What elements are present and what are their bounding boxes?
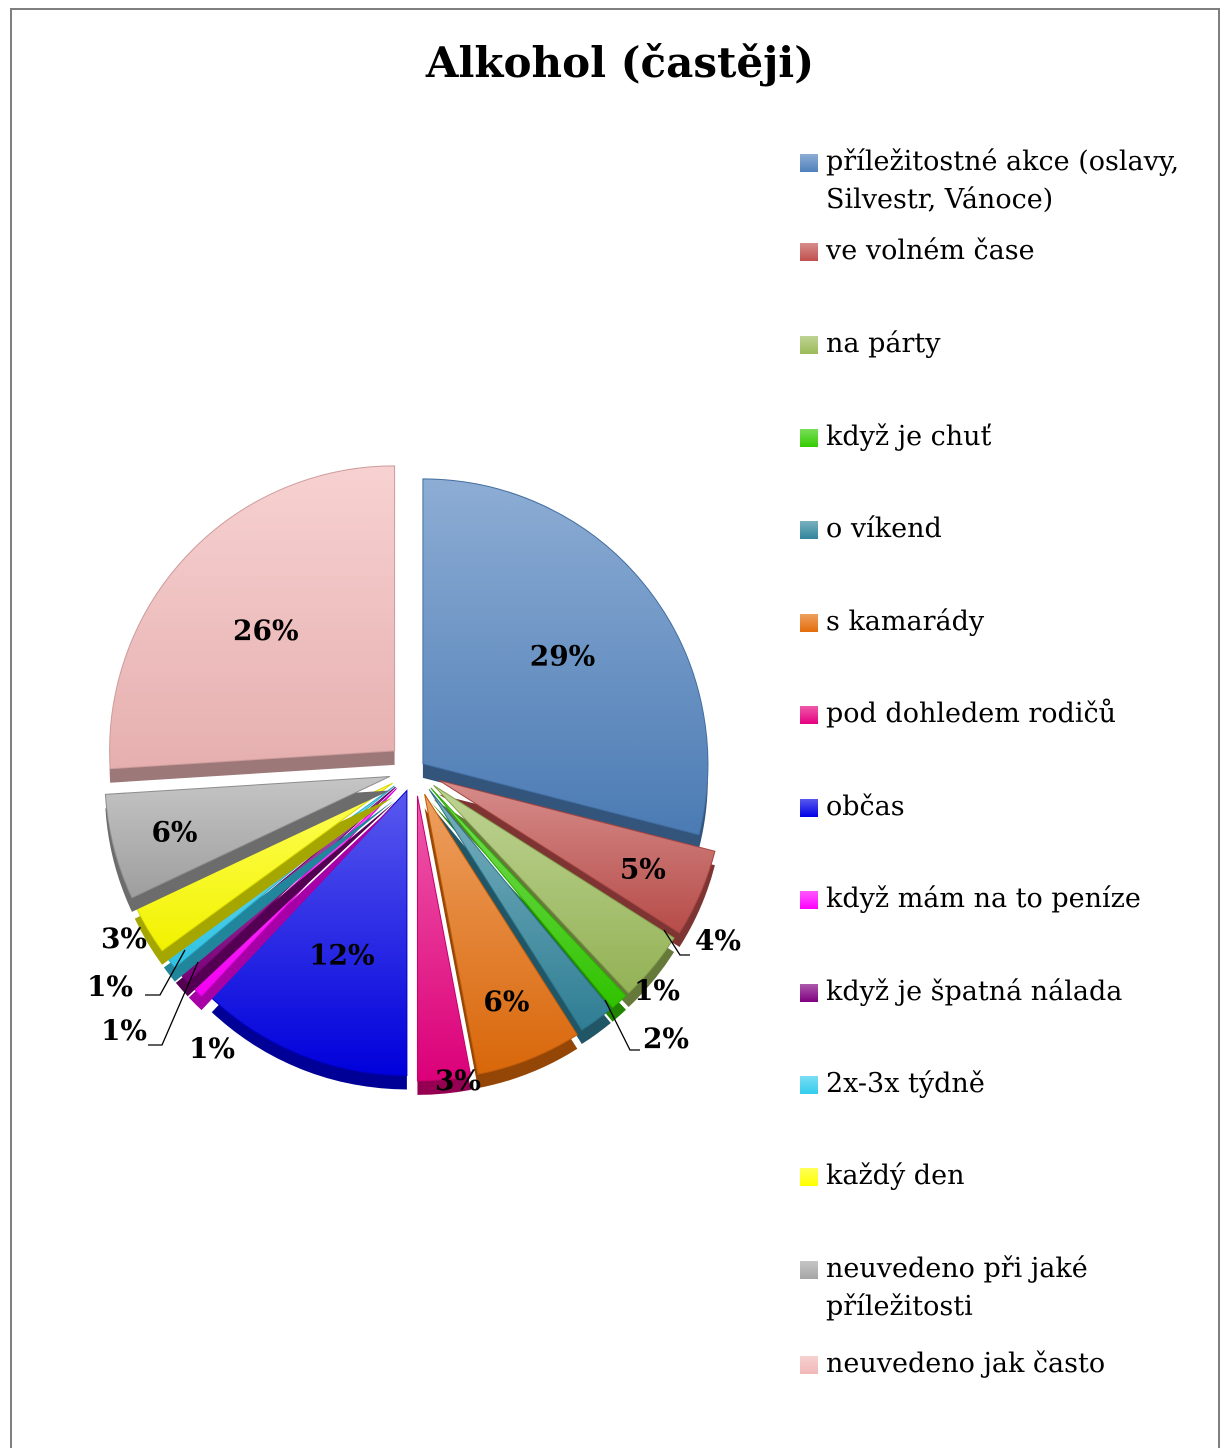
legend-label: když je chuť (826, 421, 992, 452)
chart-title: Alkohol (častěji) (425, 38, 815, 87)
data-label-obcas: 12% (309, 939, 375, 972)
legend-label: občas (826, 791, 905, 822)
legend-item-ve-volnem-case: ve volném čase (800, 232, 1196, 270)
legend-label: každý den (826, 1160, 965, 1191)
leader-line-2x-3x-tydne (145, 949, 186, 996)
pie-slice-kdyz-je-chut[interactable] (430, 787, 627, 1009)
legend-label: když mám na to peníze (826, 883, 1141, 914)
legend-item-pod-dohledem-rodicu: pod dohledem rodičů (800, 695, 1196, 733)
data-label-s-kamarady: 6% (483, 985, 529, 1018)
legend-swatch (800, 1261, 818, 1279)
pie-slice-ve-volnem-case[interactable] (438, 779, 716, 934)
legend-swatch (800, 1076, 818, 1094)
data-label-neuvedeno-jak-casto: 26% (233, 614, 299, 647)
data-label-kdyz-mam-na-to-penize: 1% (189, 1032, 235, 1065)
legend-label: s kamarády (826, 606, 985, 637)
legend-label: neuvedeno při jaké příležitosti (826, 1253, 1088, 1322)
leader-line-o-vikend (604, 999, 640, 1051)
legend-swatch (800, 336, 818, 354)
legend-item-o-vikend: o víkend (800, 510, 1196, 548)
leader-line-na-party (663, 929, 690, 956)
legend-item-obcas: občas (800, 788, 1196, 826)
pie-slice-na-party[interactable] (433, 784, 675, 994)
pie-slice-side-kdyz-je-spatna-nalada (175, 801, 396, 997)
legend-swatch (800, 984, 818, 1002)
data-label-neuvedeno-pri-jake-prilezitosti: 6% (151, 816, 197, 849)
pie-slice-side-2x-3x-tydne (163, 799, 395, 982)
data-label-pod-dohledem-rodicu: 3% (435, 1064, 481, 1097)
legend-swatch (800, 614, 818, 632)
legend-item-2x-3x-tydne: 2x-3x týdně (800, 1065, 1196, 1103)
legend-swatch (800, 891, 818, 909)
data-label-ve-volnem-case: 5% (620, 853, 666, 886)
data-label-kazdy-den: 3% (101, 922, 147, 955)
data-label-kdyz-je-spatna-nalada: 1% (101, 1014, 147, 1047)
legend-swatch (800, 429, 818, 447)
legend-swatch (800, 521, 818, 539)
pie-slice-neuvedeno-pri-jake-prilezitosti[interactable] (104, 775, 391, 899)
pie-slice-prilezitostne-akce-oslavy-silvestr-vanoce[interactable] (422, 478, 709, 836)
legend-item-kazdy-den: každý den (800, 1157, 1196, 1195)
legend-label: neuvedeno jak často (826, 1348, 1106, 1379)
legend-label: o víkend (826, 513, 942, 544)
legend-label: když je špatná nálada (826, 976, 1123, 1007)
legend-item-kdyz-je-spatna-nalada: když je špatná nálada (800, 973, 1196, 1011)
chart-frame (10, 8, 1220, 1448)
legend-swatch (800, 1356, 818, 1374)
pie-slice-s-kamarady[interactable] (424, 793, 578, 1075)
legend-item-kdyz-mam-na-to-penize: když mám na to peníze (800, 880, 1196, 918)
legend-label: na párty (826, 328, 941, 359)
legend-swatch (800, 243, 818, 261)
data-label-na-party: 4% (695, 924, 741, 957)
data-label-prilezitostne-akce-oslavy-silvestr-vanoce: 29% (530, 640, 596, 673)
legend-swatch (800, 706, 818, 724)
legend-item-prilezitostne-akce-oslavy-silvestr-vanoce: příležitostné akce (oslavy, Silvestr, Vá… (800, 143, 1196, 219)
legend-item-kdyz-je-chut: když je chuť (800, 418, 1196, 456)
data-label-2x-3x-tydne: 1% (87, 970, 133, 1003)
legend-label: ve volném čase (826, 235, 1035, 266)
data-label-kdyz-je-chut: 1% (634, 974, 680, 1007)
legend-label: pod dohledem rodičů (826, 698, 1116, 729)
pie-slice-side-kdyz-mam-na-to-penize (188, 802, 397, 1011)
legend-label: 2x-3x týdně (826, 1068, 985, 1099)
legend-item-s-kamarady: s kamarády (800, 603, 1196, 641)
pie-slice-o-vikend[interactable] (428, 789, 612, 1031)
pie-slice-neuvedeno-jak-casto[interactable] (109, 465, 396, 770)
data-label-o-vikend: 2% (643, 1022, 689, 1055)
legend-label: příležitostné akce (oslavy, Silvestr, Vá… (826, 146, 1180, 215)
leader-line-kdyz-je-spatna-nalada (148, 961, 199, 1046)
legend-swatch (800, 799, 818, 817)
pie-slice-pod-dohledem-rodicu[interactable] (416, 795, 472, 1082)
legend-item-neuvedeno-jak-casto: neuvedeno jak často (800, 1345, 1196, 1383)
legend-item-na-party: na párty (800, 325, 1196, 363)
legend-swatch (800, 154, 818, 172)
legend-item-neuvedeno-pri-jake-prilezitosti: neuvedeno při jaké příležitosti (800, 1250, 1196, 1326)
legend-swatch (800, 1168, 818, 1186)
pie-slice-obcas[interactable] (211, 789, 408, 1076)
